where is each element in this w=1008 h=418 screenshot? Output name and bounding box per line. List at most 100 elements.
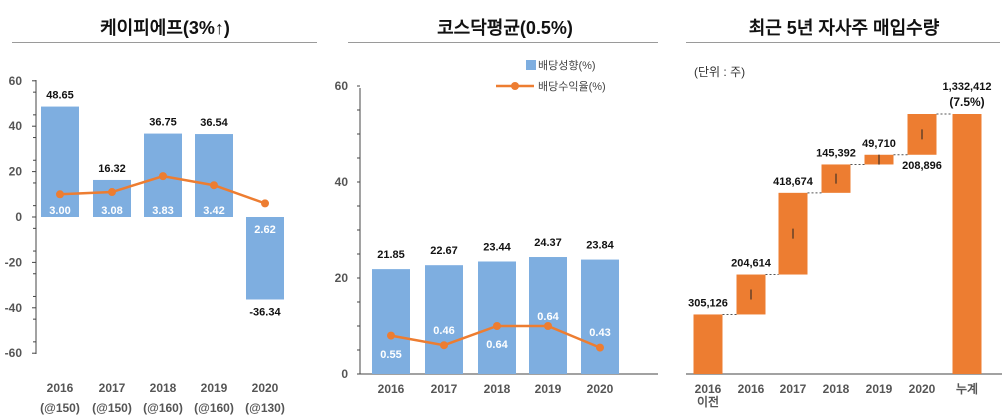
buyback-value-label: 49,710 [862,138,896,150]
kepi-bar-value-label: -36.34 [249,306,281,318]
buyback-x-label: 2016 [695,382,722,396]
kosdaq-x-label: 2020 [587,382,614,396]
kepi-y-tick-label: 0 [15,210,22,224]
kepi-yield-marker [108,188,116,197]
kosdaq-bar [478,261,516,374]
kosdaq-bar [425,265,463,374]
kepi-yield-marker [261,199,269,208]
kosdaq-yield-label: 0.64 [486,339,508,351]
legend-bar-swatch [526,60,536,70]
kosdaq-bar [372,269,410,374]
kepi-yield-marker [56,190,64,199]
kepi-x-label: 2019 [201,381,228,395]
kepi-yield-label: 3.00 [49,205,70,217]
kepi-x-label: 2016 [47,381,74,395]
kosdaq-yield-marker [387,331,395,340]
kepi-yield-label: 3.83 [152,205,173,217]
kepi-x-sublabel: (@150) [92,401,132,415]
buyback-x-label: 2018 [823,382,850,396]
buyback-x-label: 누계 [956,381,978,396]
kosdaq-yield-label: 0.64 [537,311,559,323]
kosdaq-bar-value-label: 23.44 [483,241,511,253]
legend-bar-label: 배당성향(%) [538,59,596,72]
kepi-yield-label: 2.62 [254,224,275,236]
kosdaq-bar-value-label: 24.37 [534,237,562,249]
buyback-chart: 305,126 204,614 418,674 145,392 49,710 208,89… [686,81,1002,409]
kosdaq-y-tick-label: 0 [341,367,348,381]
kosdaq-title-rule [348,42,658,43]
legend-line-marker [511,82,519,90]
kosdaq-bar [529,257,567,374]
kepi-bar-value-label: 36.54 [200,117,228,129]
kepi-x-sublabel: (@160) [143,401,183,415]
kepi-yield-marker [159,172,167,181]
kosdaq-yield-marker [596,343,604,352]
kosdaq-yield-marker [440,341,448,350]
kepi-bar [195,134,233,217]
kosdaq-x-label: 2018 [484,382,511,396]
kepi-x-label: 2017 [99,381,126,395]
kepi-y-tick-label: 40 [9,119,23,133]
kepi-y-tick-label: 60 [9,74,23,88]
kosdaq-bar-value-label: 21.85 [377,249,405,261]
kosdaq-bar-value-label: 23.84 [586,240,614,252]
kosdaq-yield-label: 0.55 [380,349,401,361]
kosdaq-yield-marker [493,322,501,330]
kosdaq-y-tick-label: 40 [335,175,349,189]
kepi-panel: 케이피에프(3%↑) 60 40 20 0 -20 -40 -60 48.65 16.32 36.… [0,0,330,418]
kosdaq-yield-marker [544,322,552,330]
buyback-title-rule [686,42,1000,43]
kepi-bar [246,217,284,300]
kosdaq-chart: 60 40 20 0 21.85 22.67 23.44 24.37 23.84 0.55 0.46… [335,59,658,396]
kepi-chart: 60 40 20 0 -20 -40 -60 48.65 16.32 36.75 36.54 -36.… [5,74,285,415]
kepi-y-tick-label: -20 [5,255,23,269]
buyback-x-label: 2016 [738,382,765,396]
kosdaq-bar-value-label: 22.67 [430,245,458,257]
legend-line-label: 배당수익율(%) [538,80,606,93]
kepi-x-sublabel: (@130) [245,401,285,415]
kepi-bar [41,106,79,217]
buyback-unit-label: (단위 : 주) [694,65,746,79]
buyback-value-label: 145,392 [816,147,856,159]
kepi-x-label: 2018 [150,381,177,395]
kosdaq-x-label: 2016 [378,382,405,396]
kosdaq-bar [581,259,619,374]
kepi-bar-value-label: 16.32 [98,163,126,175]
kepi-bar-value-label: 48.65 [46,90,74,102]
kosdaq-x-label: 2017 [431,382,458,396]
kepi-x-sublabel: (@160) [194,401,234,415]
buyback-value-label: 305,126 [688,297,728,309]
kepi-title: 케이피에프(3%↑) [100,18,230,38]
buyback-x-label: 2020 [909,382,936,396]
kosdaq-yield-label: 0.43 [589,327,610,339]
kepi-y-tick-label: -40 [5,301,23,315]
buyback-panel: 최근 5년 자사주 매입수량 (단위 : 주) 305,126 204,614 41… [680,0,1008,418]
kosdaq-yield-label: 0.46 [433,325,454,337]
buyback-x-label: 2019 [866,382,893,396]
kosdaq-x-label: 2019 [535,382,562,396]
buyback-title: 최근 5년 자사주 매입수량 [748,18,940,38]
buyback-value-label: 208,896 [902,160,942,172]
buyback-total-share: (7.5%) [949,95,984,109]
buyback-x-label: 이전 [697,394,719,409]
kepi-y-tick-label: -60 [5,346,23,360]
kepi-yield-label: 3.08 [101,205,122,217]
kosdaq-y-tick-label: 60 [335,79,349,93]
kepi-x-label: 2020 [252,381,279,395]
buyback-bar [952,114,982,374]
buyback-bar [693,314,723,374]
kepi-y-tick-label: 20 [9,165,23,179]
buyback-value-label: 418,674 [773,176,814,188]
kepi-x-sublabel: (@150) [40,401,80,415]
kosdaq-title: 코스닥평균(0.5%) [437,18,573,38]
kepi-bar-value-label: 36.75 [149,117,177,129]
kepi-title-rule [12,42,317,43]
kosdaq-panel: 코스닥평균(0.5%) 60 40 20 0 21.85 22.67 23.44 24.37 2… [335,0,670,418]
kepi-yield-label: 3.42 [203,205,224,217]
kepi-yield-marker [210,181,218,190]
buyback-value-label: 1,332,412 [943,81,992,93]
buyback-value-label: 204,614 [731,258,772,270]
kepi-bar [93,179,131,217]
kosdaq-y-tick-label: 20 [335,271,349,285]
buyback-x-label: 2017 [780,382,807,396]
